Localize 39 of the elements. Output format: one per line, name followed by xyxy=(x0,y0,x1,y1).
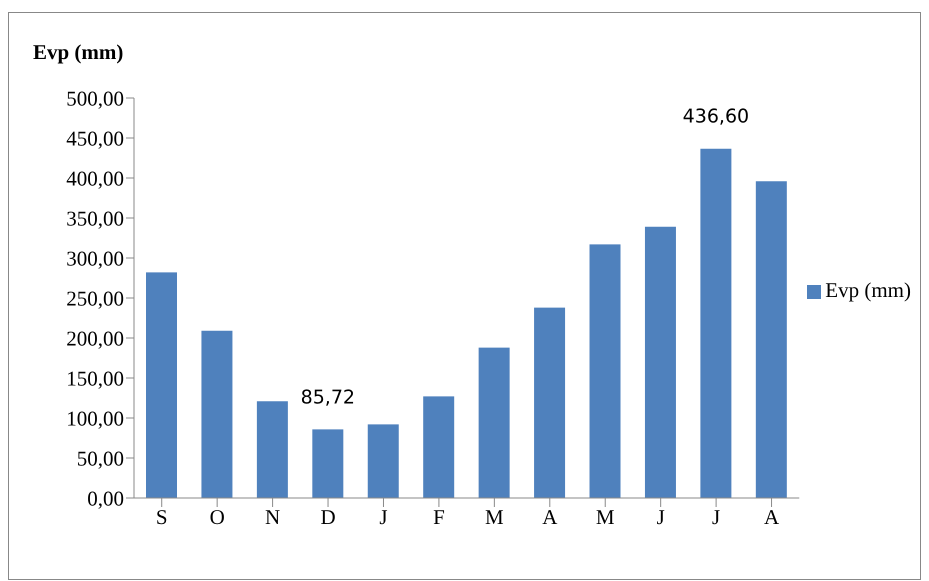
x-tick-label: N xyxy=(265,504,280,529)
bar xyxy=(756,181,787,498)
y-tick-label: 250,00 xyxy=(66,286,124,310)
y-tick-label: 350,00 xyxy=(66,206,124,230)
y-tick-label: 200,00 xyxy=(66,326,124,350)
x-tick-label: A xyxy=(764,504,780,529)
bar xyxy=(256,401,288,498)
x-tick-label: F xyxy=(433,504,445,529)
y-tick-label: 300,00 xyxy=(66,246,124,270)
y-tick-label: 150,00 xyxy=(66,366,124,390)
y-tick-label: 500,00 xyxy=(66,86,124,110)
y-tick-label: 50,00 xyxy=(76,446,124,470)
bar xyxy=(478,348,510,498)
x-tick-label: D xyxy=(320,504,336,529)
y-tick-label: 0,00 xyxy=(87,486,124,510)
x-tick-label: J xyxy=(656,504,665,529)
data-label: 436,60 xyxy=(682,106,750,128)
y-axis-title: Evp (mm) xyxy=(33,40,124,65)
bar xyxy=(201,330,232,498)
x-tick-label: M xyxy=(596,504,615,529)
bar xyxy=(423,396,454,498)
bar xyxy=(312,429,344,498)
legend-label: Evp (mm) xyxy=(825,278,911,302)
data-label: 85,72 xyxy=(300,386,356,408)
y-tick-label: 450,00 xyxy=(66,126,124,150)
bar xyxy=(590,244,621,498)
x-tick-label: A xyxy=(542,504,558,529)
y-tick-label: 400,00 xyxy=(66,166,124,190)
x-tick-label: S xyxy=(156,504,168,529)
x-tick-label: J xyxy=(379,504,388,529)
bar xyxy=(644,226,676,498)
x-tick-label: M xyxy=(485,504,504,529)
bar xyxy=(700,148,732,498)
bar xyxy=(146,272,177,498)
y-tick-label: 100,00 xyxy=(66,406,124,430)
bar xyxy=(534,308,566,498)
x-tick-label: J xyxy=(712,504,720,529)
bar xyxy=(368,424,399,498)
x-tick-label: O xyxy=(210,504,225,529)
